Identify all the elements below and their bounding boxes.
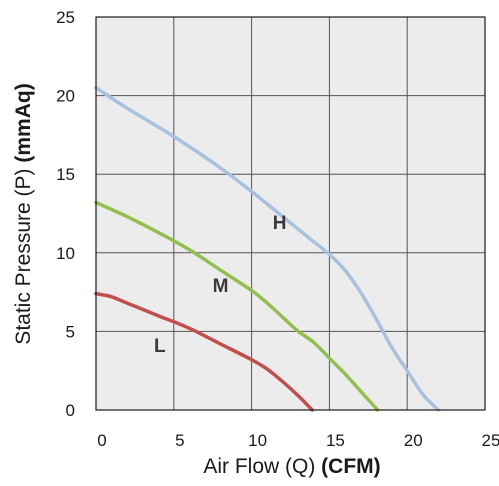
plot-area bbox=[96, 17, 485, 410]
data-curves bbox=[94, 85, 441, 412]
x-tick-label: 20 bbox=[404, 431, 423, 450]
x-tick-labels: 0 5 10 15 20 25 bbox=[97, 431, 499, 450]
y-tick-label: 5 bbox=[66, 322, 75, 341]
plot-frame bbox=[95, 16, 486, 411]
series-label-m: M bbox=[213, 276, 229, 297]
curve-l bbox=[94, 291, 315, 412]
x-tick-label: 5 bbox=[175, 431, 184, 450]
series-label-l: L bbox=[154, 336, 166, 357]
grid-lines bbox=[95, 16, 486, 411]
y-tick-label: 0 bbox=[66, 401, 75, 420]
curve-m bbox=[94, 200, 380, 412]
series-labels: H M L bbox=[154, 213, 286, 357]
y-tick-label: 25 bbox=[56, 8, 75, 27]
x-tick-label: 25 bbox=[482, 431, 499, 450]
x-tick-label: 0 bbox=[97, 431, 106, 450]
y-tick-label: 15 bbox=[56, 165, 75, 184]
series-label-h: H bbox=[273, 213, 287, 234]
y-tick-label: 10 bbox=[56, 244, 75, 263]
y-tick-labels: 0 5 10 15 20 25 bbox=[56, 8, 75, 420]
x-axis-title: Air Flow (Q) (CFM) bbox=[203, 455, 380, 478]
x-tick-label: 15 bbox=[326, 431, 345, 450]
y-axis-title: Static Pressure (P) (mmAq) bbox=[12, 83, 35, 344]
x-tick-label: 10 bbox=[248, 431, 267, 450]
y-tick-label: 20 bbox=[56, 87, 75, 106]
curve-h bbox=[94, 85, 441, 412]
